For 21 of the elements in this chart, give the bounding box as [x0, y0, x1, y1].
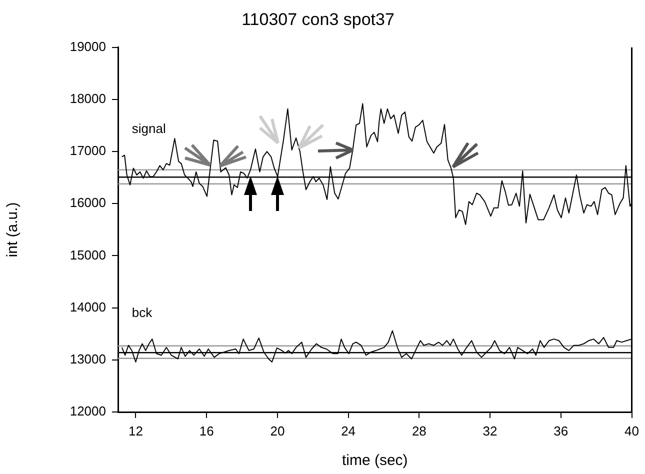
x-tick-label: 36 [554, 423, 568, 438]
y-tick-label: 17000 [70, 143, 106, 158]
series-label: signal [132, 121, 166, 136]
x-tick-label: 16 [199, 423, 214, 438]
x-tick-label: 28 [412, 423, 426, 438]
x-tick-label: 32 [482, 423, 498, 438]
y-tick-label: 12000 [70, 404, 106, 419]
series-label: bck [132, 305, 153, 320]
y-tick-label: 15000 [70, 247, 106, 262]
x-tick-label: 12 [128, 423, 143, 438]
x-tick-label: 40 [624, 423, 640, 438]
x-axis-title: time (sec) [342, 452, 408, 470]
chart-title: 110307 con3 spot37 [242, 10, 394, 29]
y-tick-label: 19000 [70, 38, 106, 54]
y-tick-label: 13000 [70, 351, 106, 366]
y-tick-label: 14000 [70, 299, 106, 314]
y-axis-title: int (a.u.) [4, 202, 22, 258]
x-tick-label: 24 [341, 423, 356, 438]
y-tick-label: 16000 [70, 195, 106, 210]
y-tick-label: 18000 [70, 91, 106, 106]
x-tick-label: 20 [270, 423, 285, 438]
